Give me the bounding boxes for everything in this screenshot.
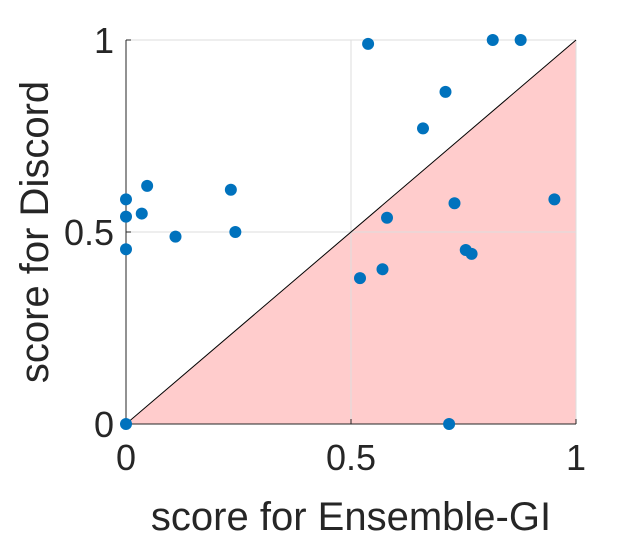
data-point [120,243,132,256]
data-point [417,122,429,135]
data-point [169,230,182,243]
data-point [486,34,499,46]
data-point [362,37,375,50]
data-point [354,272,366,285]
data-point [465,247,478,260]
data-point [135,207,148,220]
data-point [381,211,393,224]
diagonal-reference-line [125,39,577,425]
data-point [514,34,527,46]
data-point [224,183,237,196]
x-tick-label: 1 [566,437,586,478]
data-point [439,85,452,98]
data-point [141,179,154,192]
data-point [229,226,242,238]
x-tick-label: 0 [116,437,136,478]
data-point [443,418,456,430]
y-tick-label: 0.5 [64,212,114,253]
data-point [448,197,461,210]
data-point [548,193,561,206]
data-point [120,418,132,430]
data-point [120,193,132,206]
plot-area: 0 0.5 1 0 0.5 1 [64,20,586,478]
y-axis-title: score for Discord [13,81,57,383]
x-tick-label: 0.5 [326,437,376,478]
data-point [376,263,389,276]
data-point [120,210,132,223]
y-tick-label: 1 [94,20,114,61]
x-axis-title: score for Ensemble-GI [151,495,551,538]
y-tick-label: 0 [94,404,114,445]
